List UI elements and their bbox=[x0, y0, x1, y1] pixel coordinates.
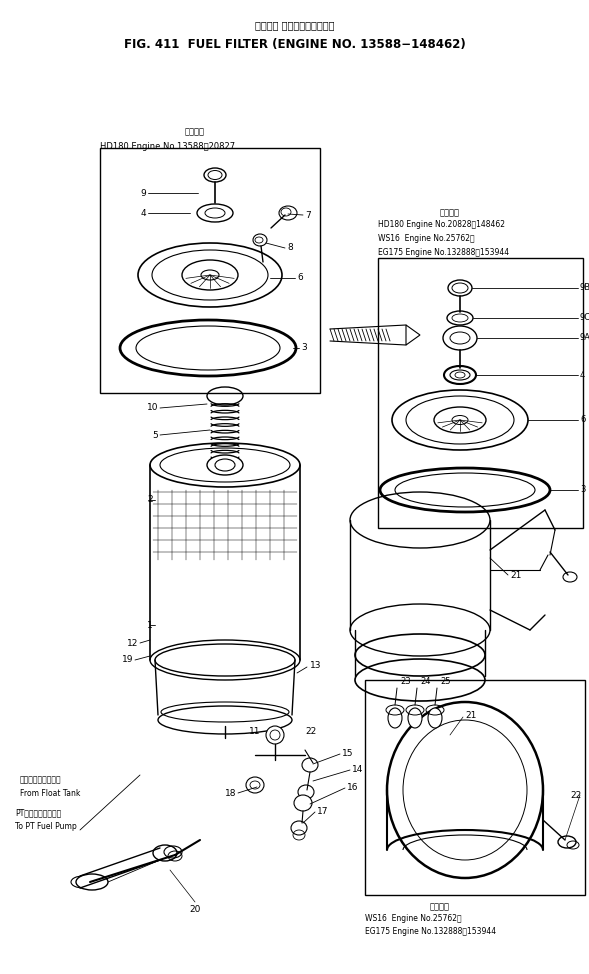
Text: 15: 15 bbox=[342, 750, 353, 759]
Text: 25: 25 bbox=[440, 677, 451, 686]
Ellipse shape bbox=[563, 572, 577, 582]
Bar bbox=[100, 148, 320, 393]
Text: 20: 20 bbox=[189, 905, 201, 914]
Ellipse shape bbox=[450, 370, 470, 380]
Text: PTフェエルポンプへ: PTフェエルポンプへ bbox=[15, 808, 61, 817]
Text: 9: 9 bbox=[140, 189, 146, 198]
Text: EG175 Engine No.132888～153944: EG175 Engine No.132888～153944 bbox=[365, 927, 496, 936]
Text: 12: 12 bbox=[127, 639, 138, 648]
Ellipse shape bbox=[302, 758, 318, 772]
Ellipse shape bbox=[266, 726, 284, 744]
Text: フロートタンクから: フロートタンクから bbox=[20, 775, 62, 784]
Text: 適用号機: 適用号機 bbox=[430, 902, 450, 911]
Ellipse shape bbox=[153, 845, 177, 861]
Text: FIG. 411  FUEL FILTER (ENGINE NO. 13588−148462): FIG. 411 FUEL FILTER (ENGINE NO. 13588−1… bbox=[124, 38, 465, 51]
Ellipse shape bbox=[253, 234, 267, 246]
Ellipse shape bbox=[558, 836, 576, 848]
Text: EG175 Engine No.132888～153944: EG175 Engine No.132888～153944 bbox=[378, 248, 509, 257]
Ellipse shape bbox=[298, 785, 314, 799]
Ellipse shape bbox=[204, 168, 226, 182]
Text: 10: 10 bbox=[147, 403, 158, 413]
Ellipse shape bbox=[279, 206, 297, 220]
Text: 6: 6 bbox=[580, 416, 585, 425]
Text: 13: 13 bbox=[310, 660, 322, 669]
Ellipse shape bbox=[388, 708, 402, 728]
Text: 23: 23 bbox=[400, 677, 411, 686]
Text: 22: 22 bbox=[571, 791, 582, 800]
Ellipse shape bbox=[207, 455, 243, 475]
Text: WS16  Engine No.25762～: WS16 Engine No.25762～ bbox=[378, 234, 475, 243]
Text: 2: 2 bbox=[147, 496, 153, 505]
Text: 4: 4 bbox=[140, 208, 146, 217]
Ellipse shape bbox=[448, 280, 472, 296]
Text: フェエル フィルタ　適用号機: フェエル フィルタ 適用号機 bbox=[255, 20, 334, 30]
Text: 21: 21 bbox=[465, 710, 477, 720]
Ellipse shape bbox=[428, 708, 442, 728]
Bar bbox=[365, 680, 585, 895]
Text: 4: 4 bbox=[580, 370, 585, 380]
Ellipse shape bbox=[76, 874, 108, 890]
Ellipse shape bbox=[408, 708, 422, 728]
Text: 3: 3 bbox=[301, 344, 307, 353]
Text: 18: 18 bbox=[224, 789, 236, 798]
Text: 22: 22 bbox=[305, 728, 316, 736]
Text: 適用号機: 適用号機 bbox=[440, 208, 460, 217]
Ellipse shape bbox=[201, 270, 219, 280]
Text: To PT Fuel Pump: To PT Fuel Pump bbox=[15, 822, 77, 831]
Text: WS16  Engine No.25762～: WS16 Engine No.25762～ bbox=[365, 914, 462, 923]
Text: 適用号機: 適用号機 bbox=[185, 127, 205, 136]
Text: 7: 7 bbox=[305, 210, 311, 219]
Text: 1: 1 bbox=[147, 620, 153, 629]
Ellipse shape bbox=[452, 416, 468, 425]
Text: 8: 8 bbox=[287, 244, 293, 252]
Text: 24: 24 bbox=[420, 677, 431, 686]
Text: HD180 Engine No.20828～148462: HD180 Engine No.20828～148462 bbox=[378, 220, 505, 229]
Ellipse shape bbox=[443, 326, 477, 350]
Text: 6: 6 bbox=[297, 274, 303, 282]
Text: 11: 11 bbox=[249, 728, 260, 736]
Text: From Float Tank: From Float Tank bbox=[20, 789, 80, 798]
Ellipse shape bbox=[291, 821, 307, 835]
Text: 21: 21 bbox=[510, 571, 521, 580]
Text: 14: 14 bbox=[352, 766, 363, 774]
Text: 9B: 9B bbox=[580, 283, 589, 292]
Text: 3: 3 bbox=[580, 485, 585, 495]
Polygon shape bbox=[406, 325, 420, 345]
Bar bbox=[378, 258, 583, 528]
Text: 17: 17 bbox=[317, 807, 329, 816]
Ellipse shape bbox=[294, 795, 312, 811]
Text: HD180 Engine No.13588～20827: HD180 Engine No.13588～20827 bbox=[100, 142, 235, 151]
Ellipse shape bbox=[246, 777, 264, 793]
Text: 9A: 9A bbox=[580, 333, 589, 343]
Text: 19: 19 bbox=[121, 656, 133, 664]
Text: 9C: 9C bbox=[580, 314, 589, 322]
Text: 16: 16 bbox=[347, 783, 359, 793]
Text: 5: 5 bbox=[152, 431, 158, 439]
